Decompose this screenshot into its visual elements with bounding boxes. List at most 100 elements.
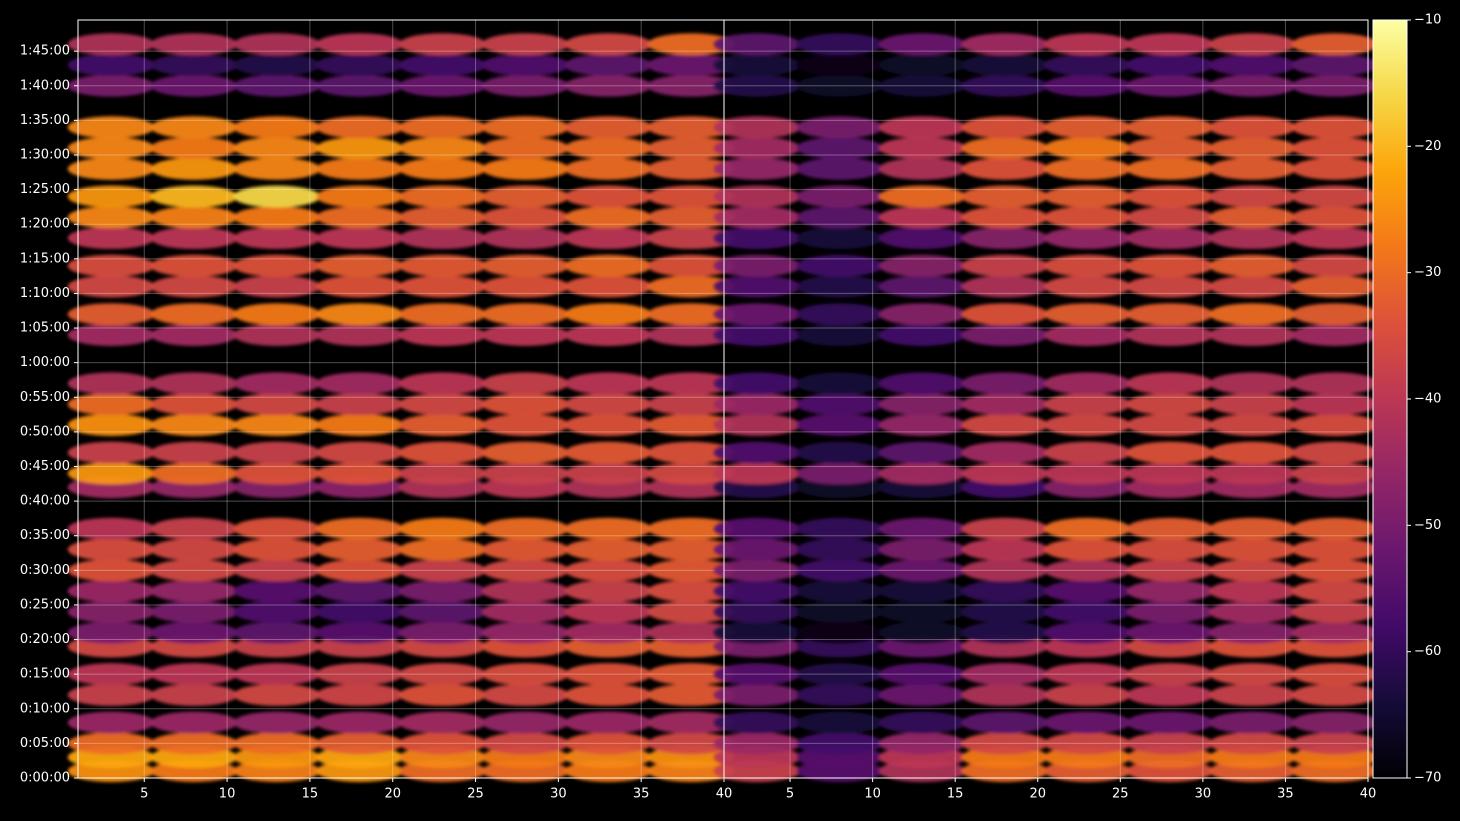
cell [961,372,1048,395]
cell [1291,372,1379,395]
cell [713,157,801,180]
cell [1126,33,1214,56]
cell [316,663,403,686]
cell [564,462,652,485]
cell [796,372,883,395]
x-tick-label: 25 [1112,787,1129,802]
cell [878,538,966,561]
cell [647,600,735,623]
cell [399,137,486,160]
cell [481,559,569,582]
cell [316,600,403,623]
cell [316,74,403,97]
cell [647,517,735,540]
cell [961,303,1048,326]
cells [713,33,1379,783]
cell [796,621,883,644]
cell [1291,275,1379,298]
cell [1044,580,1131,603]
cell [150,157,238,180]
cell [878,559,966,582]
cell [150,275,238,298]
cell [67,116,155,139]
cell [796,538,883,561]
cell [878,137,966,160]
y-tick-label: 0:45:00 [20,459,70,474]
cell [564,517,652,540]
cell [316,116,403,139]
cell [564,185,652,208]
cell [713,137,801,160]
cell [233,413,321,436]
cell [233,732,321,755]
cell [713,53,801,76]
cell [1044,206,1131,229]
y-tick-label: 0:35:00 [20,528,70,543]
cell [1209,157,1296,180]
cell [67,413,155,436]
cell [481,413,569,436]
cell [1291,538,1379,561]
cell [150,303,238,326]
cell [961,74,1048,97]
cell [1126,413,1214,436]
cell [713,227,801,250]
cell [713,663,801,686]
cell [796,393,883,416]
colorbar-tick-label: −60 [1414,644,1441,659]
cell [647,683,735,706]
y-tick-label: 0:00:00 [20,771,70,786]
cell [1044,116,1131,139]
cell [1044,157,1131,180]
cell [1291,137,1379,160]
cell [713,323,801,346]
cell [233,711,321,734]
cell [713,206,801,229]
cell [233,33,321,56]
axes-frame [723,19,1369,779]
y-tick-label: 1:00:00 [20,355,70,370]
cell [961,517,1048,540]
y-tick-label: 0:50:00 [20,424,70,439]
cell [150,663,238,686]
cell [1126,441,1214,464]
cell [316,206,403,229]
cell [878,303,966,326]
cell [564,206,652,229]
cell [1209,462,1296,485]
cell [564,441,652,464]
colorbar-tick-label: −30 [1414,265,1441,280]
cell [1126,462,1214,485]
cell [316,323,403,346]
cell [713,683,801,706]
cell [399,227,486,250]
cell [316,732,403,755]
cell [233,185,321,208]
x-tick-label: 5 [786,787,794,802]
cell [150,254,238,277]
cell [233,74,321,97]
cell [1209,33,1296,56]
cell [961,683,1048,706]
cell [796,254,883,277]
cell [1209,254,1296,277]
cell [961,157,1048,180]
cell [1126,600,1214,623]
cell [1126,116,1214,139]
cell [1126,254,1214,277]
cell [481,580,569,603]
cell [481,137,569,160]
cell [316,393,403,416]
cell [796,206,883,229]
cell [399,711,486,734]
cell [961,227,1048,250]
cell [1044,323,1131,346]
cell [481,206,569,229]
y-tick-label: 1:35:00 [20,113,70,128]
cell [961,462,1048,485]
cell [961,116,1048,139]
cell [233,53,321,76]
cell [1209,116,1296,139]
y-tick-label: 0:30:00 [20,563,70,578]
cell [399,621,486,644]
